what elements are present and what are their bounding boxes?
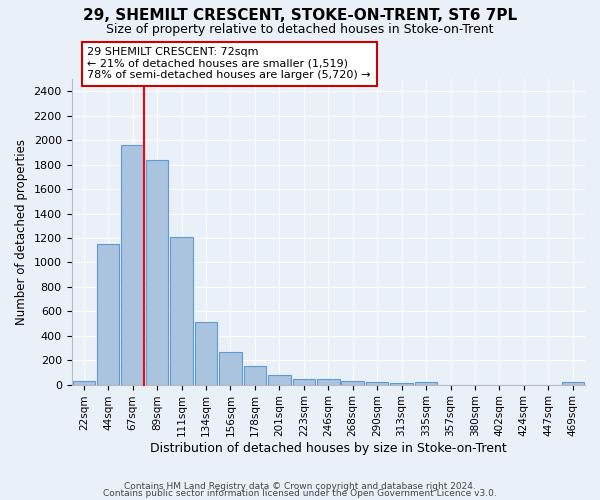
Bar	[244, 366, 266, 384]
Bar	[170, 237, 193, 384]
Bar	[97, 244, 119, 384]
X-axis label: Distribution of detached houses by size in Stoke-on-Trent: Distribution of detached houses by size …	[150, 442, 506, 455]
Y-axis label: Number of detached properties: Number of detached properties	[15, 139, 28, 325]
Text: 29 SHEMILT CRESCENT: 72sqm
← 21% of detached houses are smaller (1,519)
78% of s: 29 SHEMILT CRESCENT: 72sqm ← 21% of deta…	[88, 47, 371, 80]
Text: 29, SHEMILT CRESCENT, STOKE-ON-TRENT, ST6 7PL: 29, SHEMILT CRESCENT, STOKE-ON-TRENT, ST…	[83, 8, 517, 22]
Bar	[341, 381, 364, 384]
Bar	[317, 380, 340, 384]
Bar	[73, 381, 95, 384]
Bar	[121, 145, 144, 384]
Bar	[219, 352, 242, 384]
Text: Size of property relative to detached houses in Stoke-on-Trent: Size of property relative to detached ho…	[106, 24, 494, 36]
Text: Contains public sector information licensed under the Open Government Licence v3: Contains public sector information licen…	[103, 490, 497, 498]
Bar	[366, 382, 388, 384]
Bar	[293, 378, 315, 384]
Bar	[268, 375, 290, 384]
Bar	[146, 160, 169, 384]
Bar	[195, 322, 217, 384]
Bar	[415, 382, 437, 384]
Bar	[391, 383, 413, 384]
Text: Contains HM Land Registry data © Crown copyright and database right 2024.: Contains HM Land Registry data © Crown c…	[124, 482, 476, 491]
Bar	[562, 382, 584, 384]
